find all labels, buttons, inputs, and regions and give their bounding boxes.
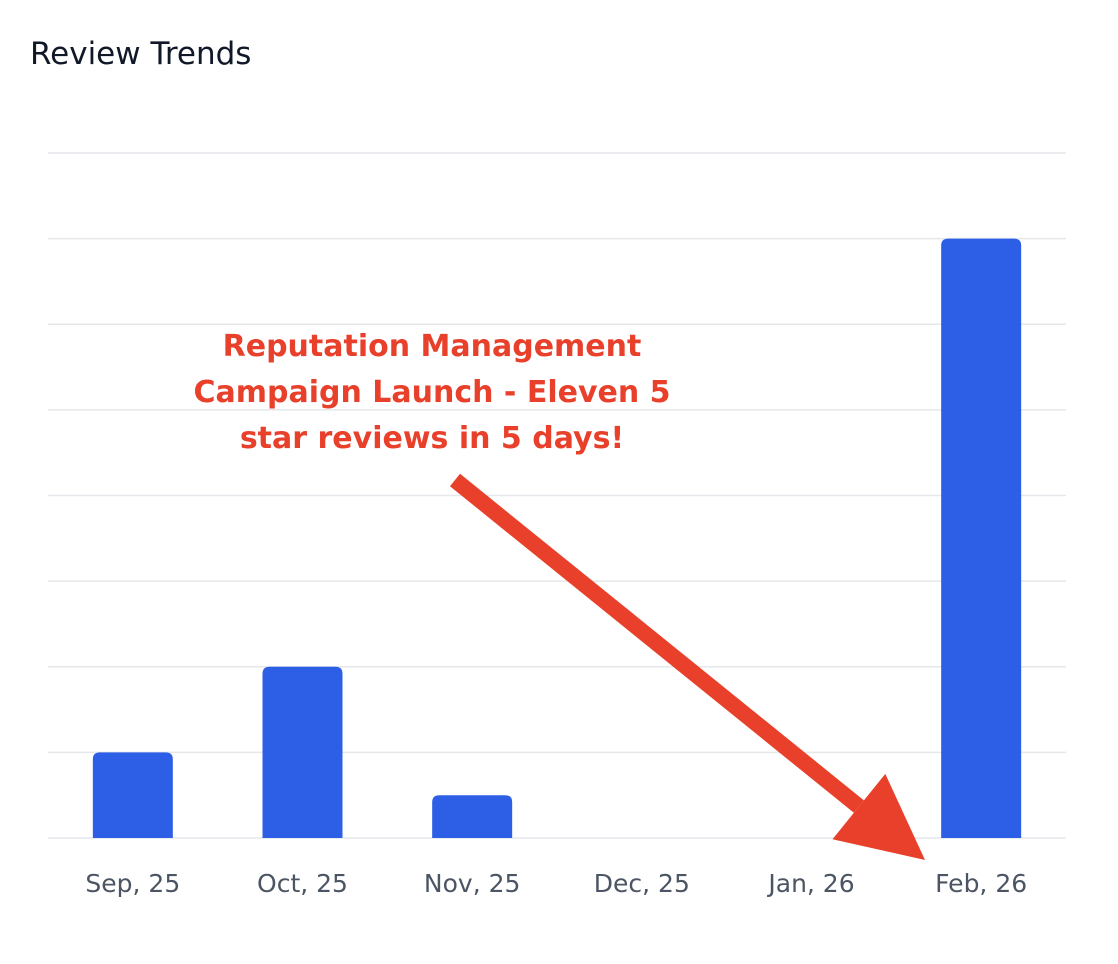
- bar-oct-25[interactable]: [262, 666, 343, 838]
- annotation-line-2: Campaign Launch - Eleven 5: [193, 375, 670, 410]
- grid-lines: [48, 152, 1066, 839]
- bar-sep-25[interactable]: [92, 752, 173, 838]
- x-tick-label: Nov, 25: [424, 869, 521, 898]
- bar-feb-26[interactable]: [941, 238, 1022, 838]
- annotation-arrow: [449, 473, 925, 860]
- annotation-line-3: star reviews in 5 days!: [240, 421, 624, 456]
- chart-title: Review Trends: [30, 36, 252, 72]
- x-axis-tick-labels: Sep, 25 Oct, 25 Nov, 25 Dec, 25 Jan, 26 Feb, …: [85, 869, 1027, 898]
- annotation-line-1: Reputation Management: [223, 329, 642, 364]
- annotation-arrow-head: [832, 773, 925, 860]
- x-tick-label: Feb, 26: [935, 869, 1027, 898]
- annotation-text: Reputation Management Campaign Launch - E…: [193, 329, 670, 456]
- annotation-arrow-shaft: [449, 473, 864, 813]
- x-tick-label: Dec, 25: [594, 869, 690, 898]
- x-tick-label: Sep, 25: [85, 869, 180, 898]
- bar-nov-25[interactable]: [432, 795, 513, 838]
- x-tick-label: Jan, 26: [766, 869, 854, 898]
- x-tick-label: Oct, 25: [257, 869, 348, 898]
- bars: [92, 238, 1022, 838]
